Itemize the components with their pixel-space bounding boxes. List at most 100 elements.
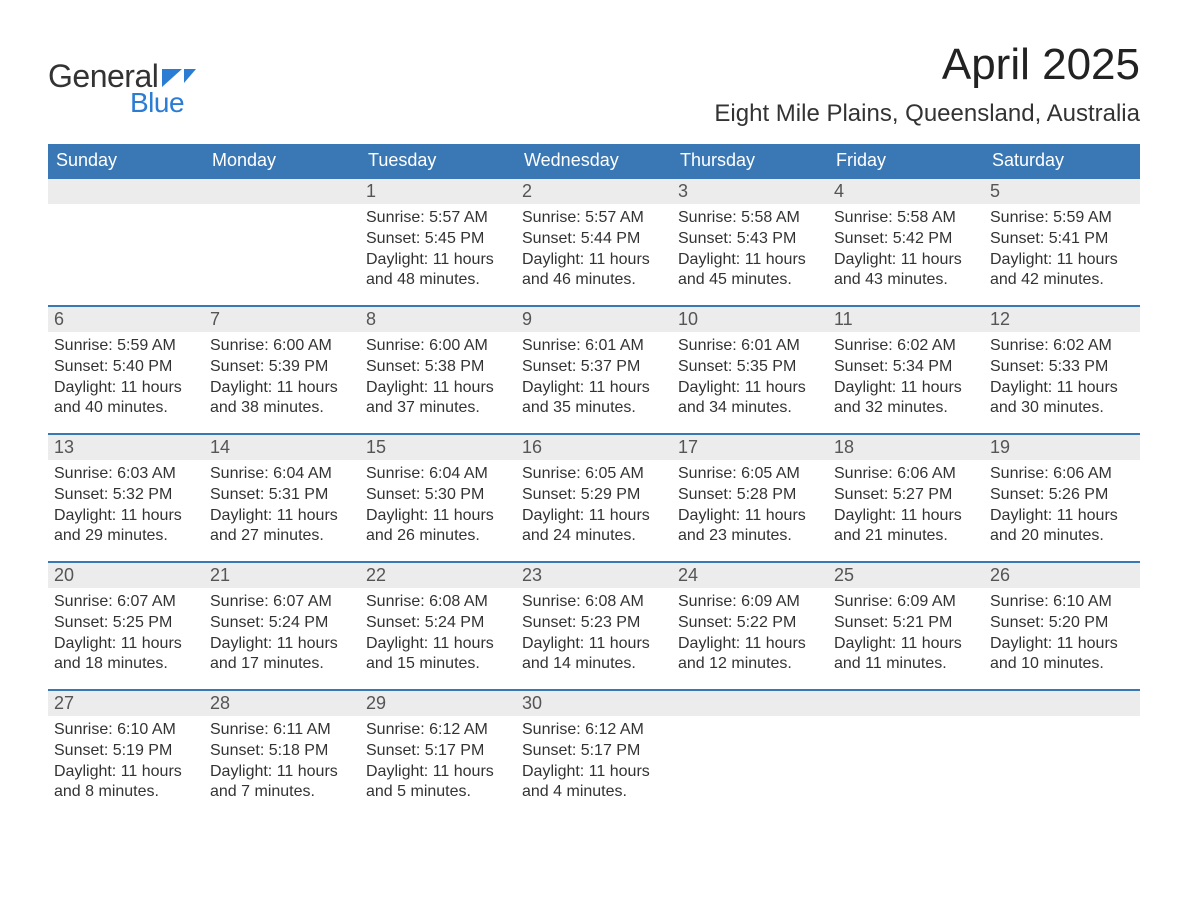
sunrise-label: Sunrise: <box>54 721 117 738</box>
day-number-bar <box>48 177 204 204</box>
sunset-line: Sunset: 5:44 PM <box>522 229 666 250</box>
day-number-bar: 12 <box>984 305 1140 332</box>
daylight-label: Daylight: <box>834 507 901 524</box>
sunset-label: Sunset: <box>990 230 1049 247</box>
sunrise-line: Sunrise: 5:59 AM <box>990 208 1134 229</box>
month-title: April 2025 <box>714 40 1140 90</box>
daylight-label: Daylight: <box>522 763 589 780</box>
daylight-label: Daylight: <box>54 763 121 780</box>
daylight-line: Daylight: 11 hours and 26 minutes. <box>366 506 510 548</box>
sunset-value: 5:33 PM <box>1049 358 1109 375</box>
day-number-bar: 25 <box>828 561 984 588</box>
sunset-value: 5:40 PM <box>113 358 173 375</box>
logo-word2: Blue <box>130 87 196 119</box>
daylight-line: Daylight: 11 hours and 38 minutes. <box>210 378 354 420</box>
day-number-bar <box>672 689 828 716</box>
calendar-cell: 8Sunrise: 6:00 AMSunset: 5:38 PMDaylight… <box>360 305 516 433</box>
sunset-line: Sunset: 5:24 PM <box>366 613 510 634</box>
sunset-line: Sunset: 5:23 PM <box>522 613 666 634</box>
calendar-week-row: 27Sunrise: 6:10 AMSunset: 5:19 PMDayligh… <box>48 689 1140 817</box>
sunrise-line: Sunrise: 6:12 AM <box>522 720 666 741</box>
calendar-cell: 12 Sunrise: 6:02 AMSunset: 5:33 PMDayligh… <box>984 305 1140 433</box>
sunrise-label: Sunrise: <box>522 337 585 354</box>
day-number-bar: 5 <box>984 177 1140 204</box>
sunrise-label: Sunrise: <box>522 465 585 482</box>
daylight-line: Daylight: 11 hours and 45 minutes. <box>678 250 822 292</box>
day-details: Sunrise: 5:57 AMSunset: 5:45 PMDaylight:… <box>360 204 516 299</box>
sunrise-label: Sunrise: <box>366 593 429 610</box>
daylight-label: Daylight: <box>678 507 745 524</box>
day-number-bar: 13 <box>48 433 204 460</box>
sunrise-value: 6:02 AM <box>1053 337 1112 354</box>
sunrise-value: 6:01 AM <box>585 337 644 354</box>
sunrise-value: 6:04 AM <box>429 465 488 482</box>
sunset-line: Sunset: 5:30 PM <box>366 485 510 506</box>
sunset-value: 5:44 PM <box>581 230 641 247</box>
sunset-value: 5:27 PM <box>893 486 953 503</box>
daylight-line: Daylight: 11 hours and 12 minutes. <box>678 634 822 676</box>
sunrise-line: Sunrise: 6:05 AM <box>522 464 666 485</box>
sunset-line: Sunset: 5:26 PM <box>990 485 1134 506</box>
calendar-cell: 4Sunrise: 5:58 AMSunset: 5:42 PMDaylight… <box>828 177 984 305</box>
sunset-value: 5:17 PM <box>425 742 485 759</box>
sunrise-value: 5:59 AM <box>117 337 176 354</box>
day-details: Sunrise: 6:12 AMSunset: 5:17 PMDaylight:… <box>360 716 516 811</box>
sunrise-label: Sunrise: <box>678 593 741 610</box>
daylight-label: Daylight: <box>678 635 745 652</box>
day-number-bar: 7 <box>204 305 360 332</box>
sunset-line: Sunset: 5:29 PM <box>522 485 666 506</box>
sunset-label: Sunset: <box>522 230 581 247</box>
day-number-bar: 27 <box>48 689 204 716</box>
weekday-header: Thursday <box>672 144 828 177</box>
daylight-line: Daylight: 11 hours and 42 minutes. <box>990 250 1134 292</box>
daylight-line: Daylight: 11 hours and 30 minutes. <box>990 378 1134 420</box>
sunset-label: Sunset: <box>366 358 425 375</box>
sunrise-value: 6:00 AM <box>273 337 332 354</box>
sunset-value: 5:30 PM <box>425 486 485 503</box>
daylight-label: Daylight: <box>366 379 433 396</box>
sunset-line: Sunset: 5:33 PM <box>990 357 1134 378</box>
sunrise-line: Sunrise: 6:02 AM <box>990 336 1134 357</box>
day-details: Sunrise: 6:03 AMSunset: 5:32 PMDaylight:… <box>48 460 204 555</box>
day-details: Sunrise: 6:00 AMSunset: 5:38 PMDaylight:… <box>360 332 516 427</box>
sunset-label: Sunset: <box>990 486 1049 503</box>
sunrise-value: 6:03 AM <box>117 465 176 482</box>
calendar-cell: 29Sunrise: 6:12 AMSunset: 5:17 PMDayligh… <box>360 689 516 817</box>
day-details: Sunrise: 6:10 AMSunset: 5:20 PMDaylight:… <box>984 588 1140 683</box>
day-details: Sunrise: 6:11 AMSunset: 5:18 PMDaylight:… <box>204 716 360 811</box>
sunset-line: Sunset: 5:45 PM <box>366 229 510 250</box>
daylight-line: Daylight: 11 hours and 35 minutes. <box>522 378 666 420</box>
day-details: Sunrise: 6:07 AMSunset: 5:24 PMDaylight:… <box>204 588 360 683</box>
calendar-cell: 16Sunrise: 6:05 AMSunset: 5:29 PMDayligh… <box>516 433 672 561</box>
sunset-line: Sunset: 5:34 PM <box>834 357 978 378</box>
sunset-line: Sunset: 5:35 PM <box>678 357 822 378</box>
calendar-cell: 18Sunrise: 6:06 AMSunset: 5:27 PMDayligh… <box>828 433 984 561</box>
day-number-bar <box>204 177 360 204</box>
sunrise-label: Sunrise: <box>210 337 273 354</box>
day-number-bar: 14 <box>204 433 360 460</box>
sunset-label: Sunset: <box>366 230 425 247</box>
sunrise-label: Sunrise: <box>54 337 117 354</box>
daylight-line: Daylight: 11 hours and 18 minutes. <box>54 634 198 676</box>
day-details: Sunrise: 5:59 AMSunset: 5:40 PMDaylight:… <box>48 332 204 427</box>
sunrise-line: Sunrise: 6:10 AM <box>54 720 198 741</box>
sunset-label: Sunset: <box>54 486 113 503</box>
daylight-label: Daylight: <box>834 635 901 652</box>
day-number-bar: 29 <box>360 689 516 716</box>
day-number-bar: 4 <box>828 177 984 204</box>
calendar-week-row: 13Sunrise: 6:03 AMSunset: 5:32 PMDayligh… <box>48 433 1140 561</box>
daylight-line: Daylight: 11 hours and 7 minutes. <box>210 762 354 804</box>
sunset-label: Sunset: <box>210 742 269 759</box>
sunset-line: Sunset: 5:40 PM <box>54 357 198 378</box>
daylight-label: Daylight: <box>366 763 433 780</box>
sunset-value: 5:24 PM <box>425 614 485 631</box>
sunrise-label: Sunrise: <box>366 209 429 226</box>
sunrise-label: Sunrise: <box>54 593 117 610</box>
daylight-label: Daylight: <box>990 507 1057 524</box>
day-details: Sunrise: 6:05 AMSunset: 5:29 PMDaylight:… <box>516 460 672 555</box>
daylight-line: Daylight: 11 hours and 17 minutes. <box>210 634 354 676</box>
calendar-cell: 14Sunrise: 6:04 AMSunset: 5:31 PMDayligh… <box>204 433 360 561</box>
daylight-line: Daylight: 11 hours and 29 minutes. <box>54 506 198 548</box>
sunset-label: Sunset: <box>366 486 425 503</box>
sunrise-label: Sunrise: <box>366 337 429 354</box>
